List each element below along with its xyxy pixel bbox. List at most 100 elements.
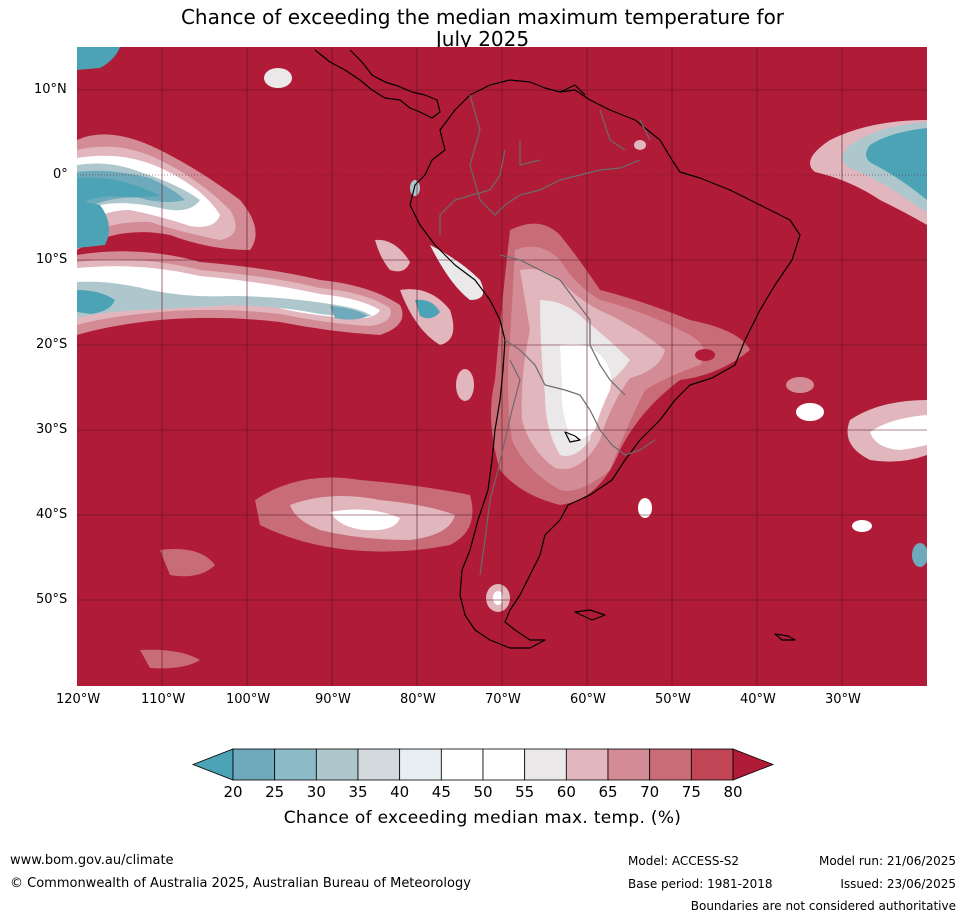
colorbar-tick-label: 50 [473, 783, 493, 801]
longitude-label-50w: 50°W [655, 692, 691, 707]
colorbar-segment [482, 748, 526, 781]
latitude-label-0: 0° [53, 167, 68, 182]
probability-region [870, 415, 927, 450]
colorbar-extend-high [732, 748, 775, 781]
graticule [77, 47, 927, 686]
longitude-label-110w: 110°W [141, 692, 186, 707]
colorbar-tick-label: 40 [390, 783, 410, 801]
map-title-line2: July 2025 [435, 27, 530, 51]
country-border [504, 339, 613, 446]
colorbar-tick-label: 20 [223, 783, 243, 801]
probability-region [77, 281, 372, 318]
country-border [519, 140, 541, 166]
probability-region [866, 128, 927, 200]
colorbar-segment [649, 748, 692, 781]
probability-region [77, 47, 120, 70]
longitude-label-60w: 60°W [570, 692, 606, 707]
country-border [479, 359, 521, 576]
colorbar-segment [565, 748, 609, 781]
probability-region [77, 177, 160, 205]
colorbar-tick-label: 35 [348, 783, 368, 801]
probability-region [415, 299, 440, 319]
probability-region [375, 239, 410, 272]
coastlines [314, 49, 801, 649]
colorbar-tick-label: 30 [306, 783, 326, 801]
probability-region [140, 649, 200, 669]
colorbar-segment [232, 748, 276, 781]
latitude-label-10s: 10°S [36, 252, 68, 267]
longitude-label-100w: 100°W [226, 692, 271, 707]
footer-base-period: Base period: 1981-2018 [628, 877, 773, 891]
colorbar-title: Chance of exceeding median max. temp. (%… [283, 808, 682, 828]
probability-region [160, 549, 215, 577]
colorbar-segment [399, 748, 442, 781]
probability-region [456, 369, 474, 401]
colorbar-tick-label: 70 [640, 783, 660, 801]
probability-region [264, 68, 292, 88]
island-coastline [774, 633, 796, 641]
latitude-label-30s: 30°S [36, 422, 68, 437]
island-coastline [574, 609, 606, 621]
latitude-label-20s: 20°S [36, 337, 68, 352]
footer-disclaimer: Boundaries are not considered authoritat… [690, 899, 956, 913]
colorbar-tick-label: 25 [265, 783, 285, 801]
colorbar-extend-low [191, 748, 234, 781]
colorbar [191, 748, 775, 781]
probability-region [410, 180, 420, 196]
probability-region [796, 403, 824, 421]
country-border [639, 119, 651, 141]
map-title-line1: Chance of exceeding the median maximum t… [180, 5, 785, 29]
latitude-label-40s: 40°S [36, 507, 68, 522]
longitude-label-40w: 40°W [740, 692, 776, 707]
country-border [499, 254, 626, 396]
country-border [599, 109, 626, 151]
probability-region [77, 290, 115, 314]
colorbar-tick-label: 65 [598, 783, 618, 801]
map-plot-area [77, 47, 927, 686]
colorbar-segment [607, 748, 651, 781]
lake-coastline [564, 431, 581, 443]
longitude-label-30w: 30°W [825, 692, 861, 707]
colorbar-tick-label: 45 [431, 783, 451, 801]
footer-model: Model: ACCESS-S2 [628, 854, 740, 868]
colorbar-segment [315, 748, 359, 781]
colorbar-tick-label: 55 [515, 783, 535, 801]
colorbar-segment [524, 748, 567, 781]
longitude-label-80w: 80°W [400, 692, 436, 707]
country-border [439, 149, 506, 235]
probability-region [634, 140, 646, 150]
island-coastline [559, 84, 586, 96]
colorbar-tick-label: 80 [723, 783, 743, 801]
country-border [469, 94, 641, 216]
probability-region [493, 591, 503, 605]
latitude-label-50s: 50°S [36, 592, 68, 607]
probability-region [638, 498, 652, 518]
country-borders [439, 94, 656, 576]
probability-region [912, 543, 927, 567]
country-border [611, 439, 656, 456]
central-america-coastline [314, 49, 441, 119]
footer-model-run: Model run: 21/06/2025 [818, 854, 956, 868]
colorbar-segment [274, 748, 317, 781]
colorbar-segment [690, 748, 734, 781]
probability-region [560, 343, 612, 439]
footer-issued: Issued: 23/06/2025 [840, 877, 956, 891]
footer-copyright: © Commonwealth of Australia 2025, Austra… [10, 876, 471, 891]
probability-region [695, 349, 715, 361]
longitude-label-70w: 70°W [485, 692, 521, 707]
probability-region [852, 520, 872, 532]
colorbar-segment [357, 748, 401, 781]
probability-region [430, 245, 484, 300]
probability-region [77, 200, 109, 248]
probability-region [330, 306, 368, 320]
colorbar-tick-label: 60 [556, 783, 576, 801]
latitude-label-10n: 10°N [34, 82, 67, 97]
footer-website: www.bom.gov.au/climate [10, 853, 174, 868]
colorbar-segment [440, 748, 484, 781]
colorbar-tick-label: 75 [681, 783, 701, 801]
probability-region [786, 377, 814, 393]
south-america-coastline [409, 79, 801, 649]
longitude-label-90w: 90°W [315, 692, 351, 707]
longitude-label-120w: 120°W [56, 692, 101, 707]
